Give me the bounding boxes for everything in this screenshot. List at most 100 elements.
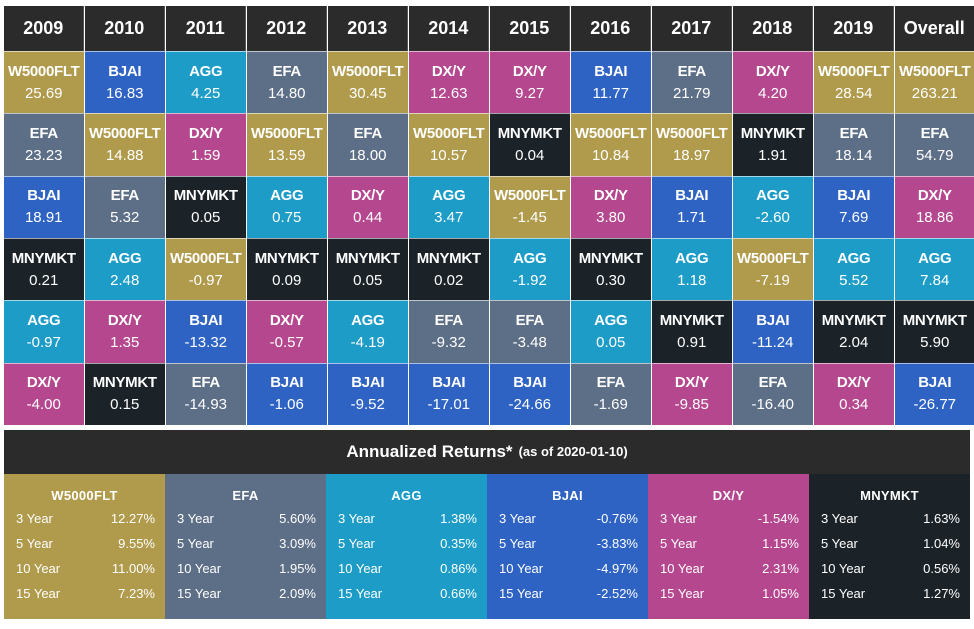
return-cell: DX/Y 0.34 bbox=[814, 362, 894, 425]
return-value: 54.79 bbox=[915, 146, 954, 164]
return-cell: W5000FLT -7.19 bbox=[733, 237, 813, 301]
return-cell: EFA 18.14 bbox=[814, 113, 894, 176]
annualized-row: 10 Year 11.00% bbox=[14, 556, 155, 581]
annualized-row: 5 Year 3.09% bbox=[175, 531, 316, 556]
return-value: 0.05 bbox=[596, 333, 626, 351]
period-label: 5 Year bbox=[177, 535, 214, 551]
annualized-returns-table: W5000FLT 3 Year 12.27% 5 Year 9.55% 10 Year 11… bbox=[4, 473, 970, 619]
return-value: 0.44 bbox=[353, 209, 383, 227]
return-value: 7.84 bbox=[920, 271, 950, 289]
annualized-fund-name: EFA bbox=[232, 487, 259, 503]
fund-name: MNYMKT bbox=[173, 187, 238, 205]
fund-name: EFA bbox=[434, 311, 464, 329]
return-cell: W5000FLT 14.88 bbox=[85, 113, 165, 176]
return-cell: DX/Y 0.44 bbox=[328, 175, 408, 238]
fund-name: BJAI bbox=[918, 374, 952, 392]
return-value: 1.91 bbox=[758, 146, 788, 164]
fund-name: DX/Y bbox=[188, 124, 223, 142]
return-cell: DX/Y 1.35 bbox=[85, 300, 165, 363]
return-cell: MNYMKT 5.90 bbox=[895, 300, 974, 363]
annualized-fund-name: AGG bbox=[391, 487, 422, 503]
fund-name: MNYMKT bbox=[335, 249, 400, 267]
annualized-fund-panel: DX/Y 3 Year -1.54% 5 Year 1.15% 10 Year 2.31% 1… bbox=[648, 473, 809, 619]
fund-name: W5000FLT bbox=[574, 124, 647, 142]
return-value: 12.63 bbox=[429, 84, 468, 102]
annualized-value: 3.09% bbox=[279, 535, 316, 551]
return-cell: MNYMKT 0.05 bbox=[328, 237, 408, 301]
annualized-value: 7.23% bbox=[118, 585, 155, 601]
fund-name: MNYMKT bbox=[578, 249, 643, 267]
return-cell: W5000FLT 263.21 bbox=[895, 51, 974, 114]
annualized-fund-panel: W5000FLT 3 Year 12.27% 5 Year 9.55% 10 Year 11… bbox=[4, 473, 165, 619]
annualized-fund-panel: BJAI 3 Year -0.76% 5 Year -3.83% 10 Year -4.97… bbox=[487, 473, 648, 619]
return-cell: MNYMKT 2.04 bbox=[814, 300, 894, 363]
return-value: -4.19 bbox=[350, 333, 385, 351]
annualized-value: 2.09% bbox=[279, 585, 316, 601]
return-cell: DX/Y 4.20 bbox=[733, 51, 813, 114]
annualized-value: 1.27% bbox=[923, 585, 960, 601]
fund-name: BJAI bbox=[594, 62, 628, 80]
return-cell: W5000FLT 18.97 bbox=[652, 113, 732, 176]
annualized-value: 1.04% bbox=[923, 535, 960, 551]
fund-name: W5000FLT bbox=[169, 249, 242, 267]
return-cell: EFA 18.00 bbox=[328, 113, 408, 176]
period-label: 15 Year bbox=[16, 585, 61, 601]
annualized-row: 5 Year 0.35% bbox=[336, 531, 477, 556]
return-cell: AGG 0.75 bbox=[247, 175, 327, 238]
fund-name: BJAI bbox=[432, 374, 466, 392]
annualized-returns-header: Annualized Returns* (as of 2020-01-10) bbox=[4, 429, 970, 474]
fund-name: W5000FLT bbox=[736, 249, 809, 267]
return-cell: BJAI -11.24 bbox=[733, 300, 813, 363]
return-cell: DX/Y -4.00 bbox=[4, 362, 84, 425]
period-label: 10 Year bbox=[499, 560, 544, 576]
return-cell: AGG 4.25 bbox=[166, 51, 246, 114]
return-cell: BJAI 11.77 bbox=[571, 51, 651, 114]
return-cell: DX/Y 1.59 bbox=[166, 113, 246, 176]
fund-name: W5000FLT bbox=[331, 62, 404, 80]
return-value: -24.66 bbox=[508, 396, 552, 414]
return-cell: W5000FLT 13.59 bbox=[247, 113, 327, 176]
annualized-value: 1.63% bbox=[923, 510, 960, 526]
period-label: 3 Year bbox=[821, 510, 858, 526]
return-value: 21.79 bbox=[672, 84, 711, 102]
return-cell: W5000FLT 28.54 bbox=[814, 51, 894, 114]
period-label: 10 Year bbox=[177, 560, 222, 576]
annualized-subtitle: (as of 2020-01-10) bbox=[518, 444, 628, 460]
return-cell: AGG -1.92 bbox=[490, 237, 570, 301]
fund-name: DX/Y bbox=[512, 62, 547, 80]
fund-name: W5000FLT bbox=[493, 187, 566, 205]
return-value: 28.54 bbox=[834, 84, 873, 102]
returns-quilt: 2009 2010 2011 2012 2013 2014 2015 2016 2017 2018… bbox=[4, 6, 974, 619]
fund-name: AGG bbox=[675, 249, 709, 267]
return-value: -1.92 bbox=[512, 271, 547, 289]
year-header: 2013 bbox=[328, 6, 408, 51]
return-value: 3.80 bbox=[596, 209, 626, 227]
return-value: 1.59 bbox=[191, 146, 221, 164]
return-cell: MNYMKT 0.30 bbox=[571, 237, 651, 301]
fund-name: EFA bbox=[758, 374, 788, 392]
return-value: 25.69 bbox=[24, 84, 63, 102]
annualized-title: Annualized Returns* bbox=[346, 441, 513, 461]
return-cell: BJAI 7.69 bbox=[814, 175, 894, 238]
fund-name: BJAI bbox=[513, 374, 547, 392]
fund-name: EFA bbox=[110, 187, 140, 205]
annualized-row: 15 Year 1.27% bbox=[819, 581, 960, 606]
return-cell: W5000FLT -1.45 bbox=[490, 175, 570, 238]
fund-name: MNYMKT bbox=[11, 249, 76, 267]
fund-name: DX/Y bbox=[26, 374, 61, 392]
return-cell: EFA -14.93 bbox=[166, 362, 246, 425]
fund-name: W5000FLT bbox=[655, 124, 728, 142]
return-value: 13.59 bbox=[267, 146, 306, 164]
fund-name: DX/Y bbox=[107, 311, 142, 329]
return-value: 30.45 bbox=[348, 84, 387, 102]
annualized-row: 3 Year 5.60% bbox=[175, 506, 316, 531]
fund-name: AGG bbox=[918, 249, 952, 267]
annualized-row: 5 Year 1.15% bbox=[658, 531, 799, 556]
return-value: 2.48 bbox=[110, 271, 140, 289]
year-header: 2010 bbox=[85, 6, 165, 51]
fund-name: EFA bbox=[596, 374, 626, 392]
return-value: 0.30 bbox=[596, 271, 626, 289]
annualized-row: 10 Year 2.31% bbox=[658, 556, 799, 581]
return-value: 2.04 bbox=[839, 333, 869, 351]
annualized-row: 3 Year 1.63% bbox=[819, 506, 960, 531]
